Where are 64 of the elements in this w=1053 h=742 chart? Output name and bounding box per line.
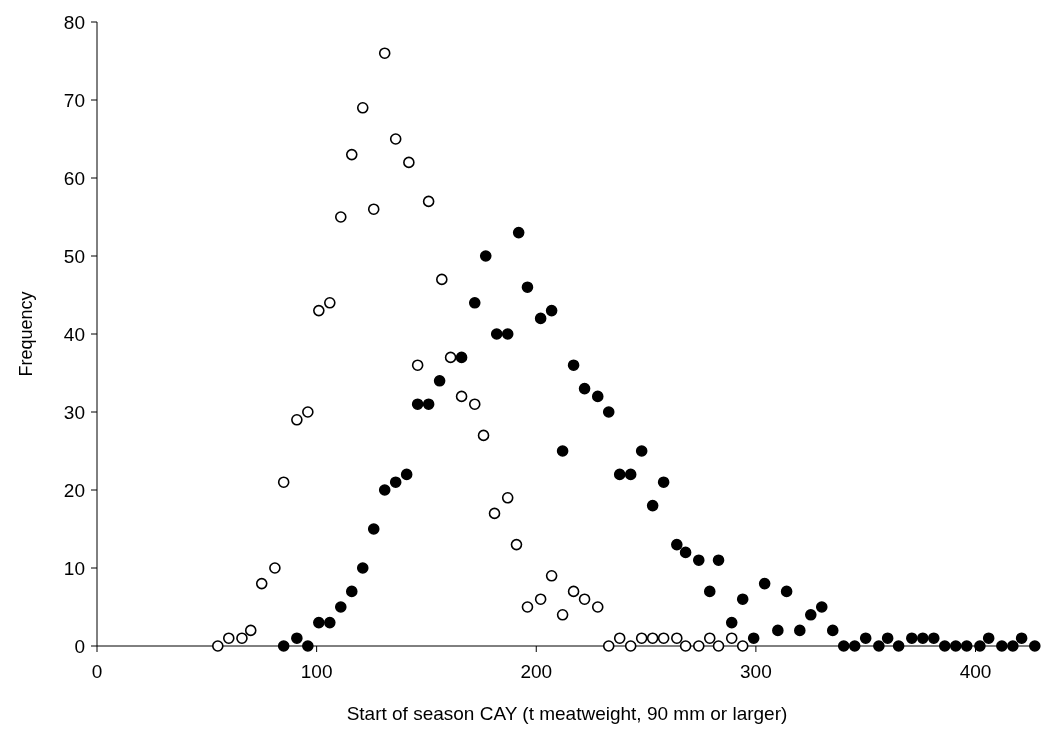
point — [211, 640, 224, 652]
point — [356, 102, 369, 114]
point — [411, 359, 424, 371]
point — [736, 640, 749, 652]
point — [545, 570, 558, 582]
point — [488, 507, 501, 520]
point — [725, 632, 738, 644]
point — [703, 632, 716, 644]
point — [436, 273, 448, 286]
point — [389, 133, 402, 145]
point — [334, 211, 347, 223]
point — [510, 538, 523, 551]
point — [591, 601, 604, 613]
point — [468, 398, 481, 410]
y-tick-label: 30 — [63, 401, 85, 423]
point — [671, 632, 683, 644]
point — [291, 414, 303, 426]
point — [534, 593, 547, 605]
x-axis-title: Start of season CAY (t meatweight, 90 mm or larger) — [346, 703, 788, 724]
x-tick-label: 0 — [91, 661, 103, 682]
point — [269, 562, 281, 574]
point — [403, 156, 415, 169]
y-tick-label: 10 — [63, 557, 85, 579]
point — [302, 406, 314, 418]
point — [602, 640, 615, 652]
point — [679, 640, 692, 652]
point — [277, 476, 290, 488]
point — [345, 148, 358, 161]
y-tick-label: 80 — [63, 11, 85, 33]
point — [692, 640, 705, 652]
point — [657, 632, 670, 644]
point — [367, 203, 380, 215]
point — [313, 304, 325, 317]
point — [501, 492, 514, 504]
y-axis-title: Frequency — [16, 291, 37, 377]
point — [712, 640, 725, 652]
y-tick-label: 60 — [63, 167, 85, 189]
point — [646, 632, 659, 644]
point — [578, 593, 591, 605]
point — [556, 609, 569, 621]
y-tick-label: 40 — [63, 323, 85, 345]
y-tick-label: 70 — [63, 89, 85, 111]
point — [255, 577, 268, 590]
x-tick-label: 300 — [740, 661, 772, 682]
y-tick-label: 0 — [74, 635, 85, 657]
point — [444, 351, 457, 364]
point — [613, 632, 626, 644]
point — [567, 585, 580, 598]
x-tick-label: 100 — [300, 661, 333, 682]
point — [422, 195, 435, 208]
point — [236, 632, 248, 644]
point — [477, 429, 490, 442]
point — [222, 632, 235, 644]
point — [455, 390, 468, 403]
point — [624, 640, 637, 652]
x-tick-label: 200 — [520, 661, 553, 682]
y-tick-label: 20 — [63, 479, 85, 501]
point — [324, 297, 336, 309]
y-tick-label: 50 — [63, 245, 85, 267]
point — [244, 624, 257, 637]
x-tick-label: 400 — [959, 661, 992, 682]
point — [378, 47, 391, 59]
point — [635, 632, 648, 644]
point — [521, 601, 534, 613]
